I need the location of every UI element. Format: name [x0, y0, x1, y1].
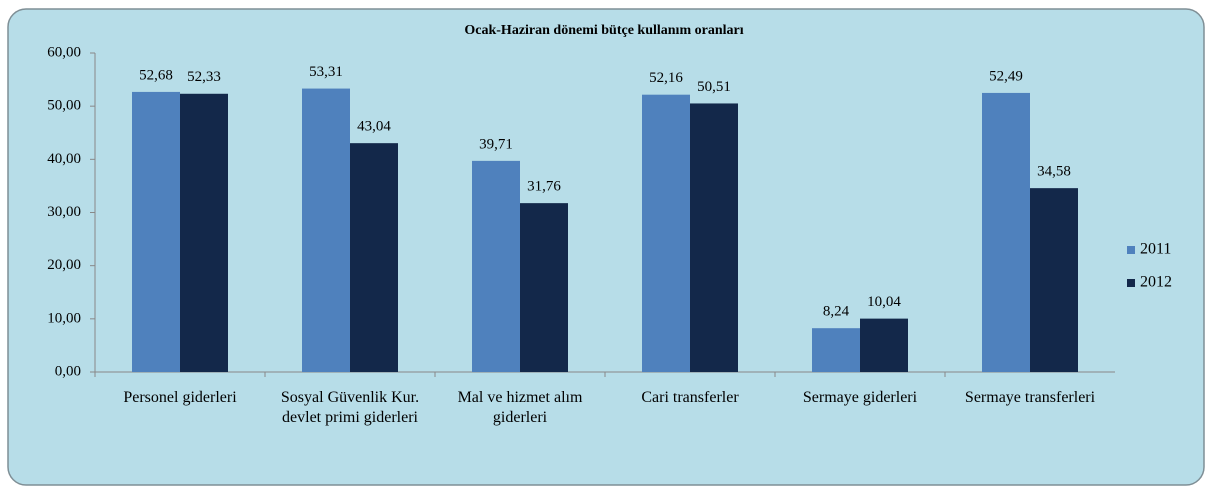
y-tick-label: 50,00: [47, 98, 81, 114]
bar: [982, 92, 1030, 373]
chart-title: Ocak-Haziran dönemi bütçe kullanım oranl…: [464, 23, 743, 38]
bar: [132, 91, 180, 372]
data-label: 10,04: [867, 294, 901, 310]
x-tick-label: Cari transferler: [641, 389, 739, 406]
data-label: 53,31: [309, 64, 343, 80]
legend-swatch: [1127, 279, 1135, 287]
bar: [642, 94, 690, 372]
y-tick-label: 20,00: [47, 257, 81, 273]
bar: [350, 143, 398, 372]
bar: [812, 328, 860, 372]
data-label: 39,71: [479, 136, 513, 152]
x-tick-label: Sermaye giderleri: [802, 389, 918, 406]
data-label: 52,33: [187, 69, 221, 85]
legend-label: 2012: [1140, 274, 1172, 291]
y-tick-label: 10,00: [47, 310, 81, 326]
data-label: 50,51: [697, 79, 731, 95]
bar: [860, 318, 908, 372]
bar: [472, 160, 520, 372]
bar: [1030, 188, 1078, 372]
data-label: 31,76: [527, 179, 561, 195]
data-label: 52,49: [989, 68, 1023, 84]
legend-swatch: [1127, 246, 1135, 254]
x-tick-label: Sosyal Güvenlik Kur. devlet primi giderl…: [280, 389, 420, 426]
y-tick-label: 60,00: [47, 44, 81, 60]
y-tick-label: 0,00: [55, 363, 81, 379]
data-label: 34,58: [1037, 164, 1071, 180]
y-tick-label: 40,00: [47, 151, 81, 167]
x-tick-label: Sermaye transferleri: [964, 389, 1096, 406]
bar: [520, 203, 568, 372]
y-tick-label: 30,00: [47, 204, 81, 220]
bar: [690, 103, 738, 372]
bar: [180, 93, 228, 372]
data-label: 52,68: [139, 67, 173, 83]
legend-label: 2011: [1140, 241, 1171, 258]
data-label: 8,24: [823, 304, 850, 320]
bar: [302, 88, 350, 373]
data-label: 52,16: [649, 70, 683, 86]
data-label: 43,04: [357, 119, 391, 135]
x-tick-label: Mal ve hizmet alım giderleri: [457, 389, 583, 426]
x-tick-label: Personel giderleri: [123, 389, 237, 406]
